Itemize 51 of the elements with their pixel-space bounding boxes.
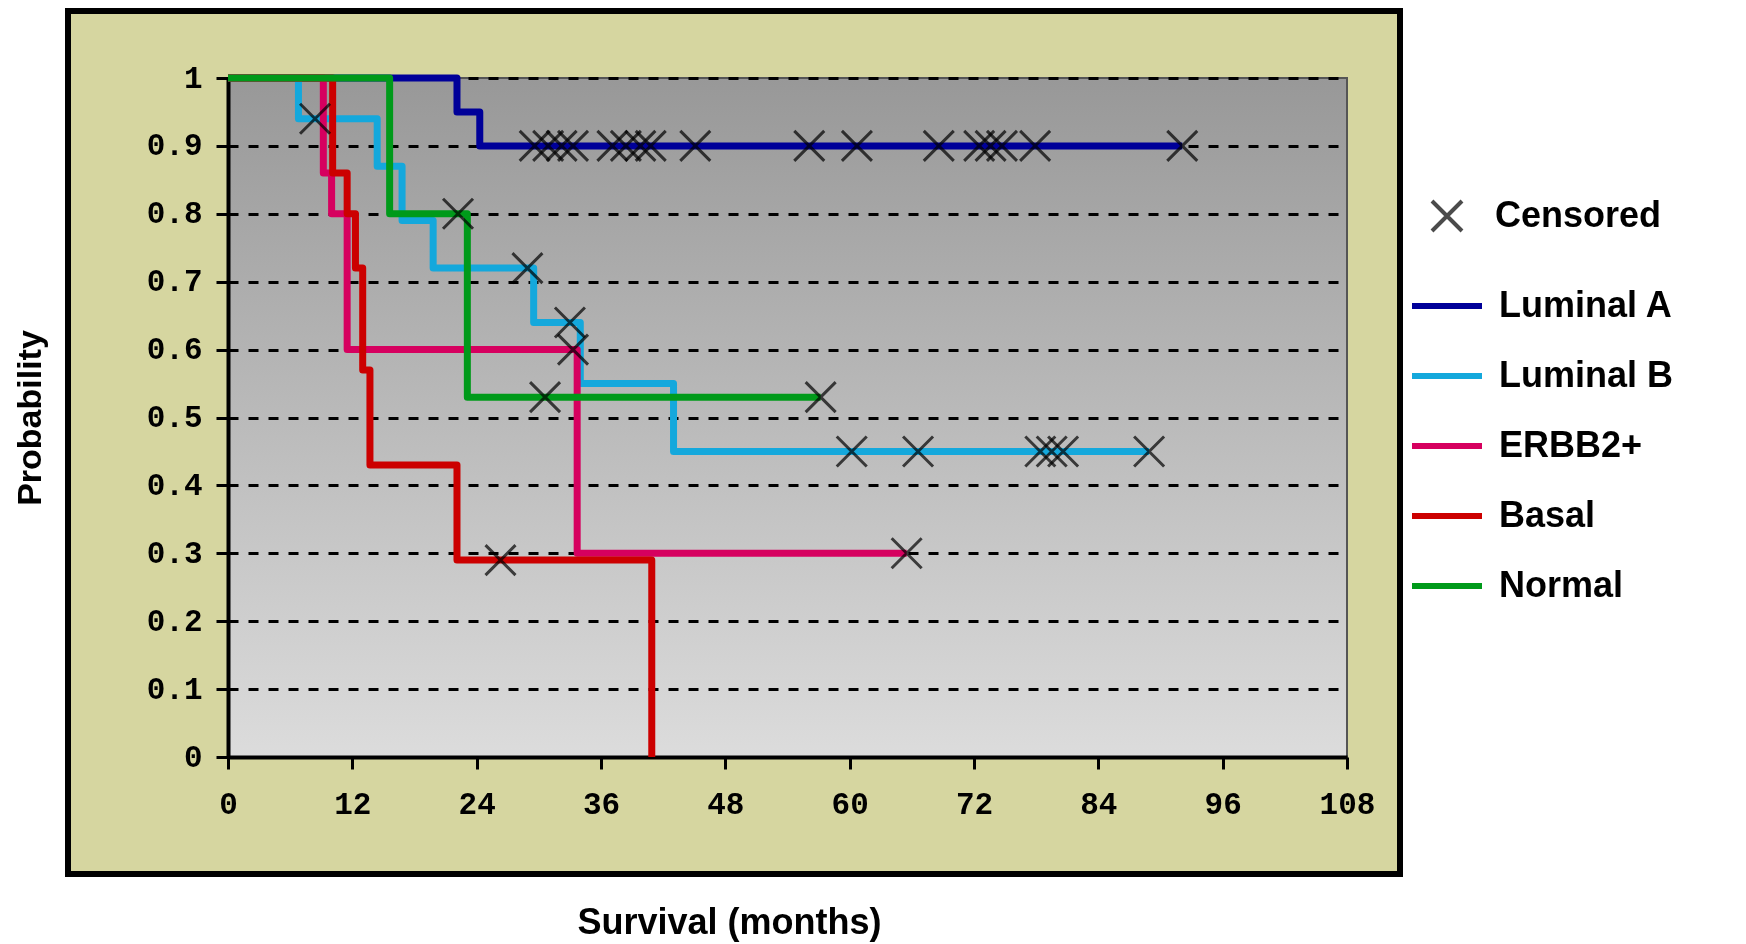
point [556,129,590,163]
x-axis-title: Survival (months) [577,900,882,942]
point [792,129,826,163]
point [1035,434,1069,468]
point [1046,434,1080,468]
legend-label: Basal [1499,494,1596,535]
point [441,197,475,231]
point [840,129,874,163]
x-tick-label: 96 [1204,787,1242,823]
y-tick-label: 0 [183,740,203,776]
y-tick-label: 0.2 [146,604,203,640]
y-tick-label: 0.5 [146,401,203,436]
x-tick-label: 24 [458,787,496,823]
legend-label: Censored [1495,194,1662,235]
x-tick-label: 36 [582,787,621,823]
legend-label: Normal [1499,564,1624,605]
point [556,333,590,367]
x-tick-label: 48 [707,787,745,823]
y-tick-label: 1 [183,61,203,97]
point [922,129,956,163]
point [1023,434,1057,468]
x-tick-label: 108 [1319,787,1376,823]
x-tick-label: 0 [219,787,238,823]
point [528,380,562,414]
point [298,102,332,136]
y-tick-label: 0.7 [146,265,203,301]
y-tick-label: 0.9 [146,129,203,165]
x-tick-label: 84 [1080,787,1118,823]
x-tick-label: 72 [955,787,994,823]
point [901,434,935,468]
legend-label: Luminal B [1499,354,1674,395]
legend-label: Luminal A [1499,284,1672,325]
y-tick-label: 0.3 [146,536,203,572]
x-tick-label: 60 [831,787,869,823]
point [531,129,565,163]
y-tick-label: 0.4 [146,468,203,504]
point [634,129,668,163]
point [974,129,1008,163]
point [553,305,587,339]
y-tick-label: 0.6 [146,333,203,369]
point [510,251,544,285]
x-tick-label: 12 [334,787,372,823]
point [609,129,643,163]
legend-label: ERBB2+ [1499,424,1643,465]
point [962,129,996,163]
y-tick-label: 0.8 [146,197,203,233]
point [484,543,517,577]
point [678,129,712,163]
y-tick-label: 0.1 [146,672,203,708]
point [835,434,869,468]
y-axis-title: Probability [9,330,48,506]
